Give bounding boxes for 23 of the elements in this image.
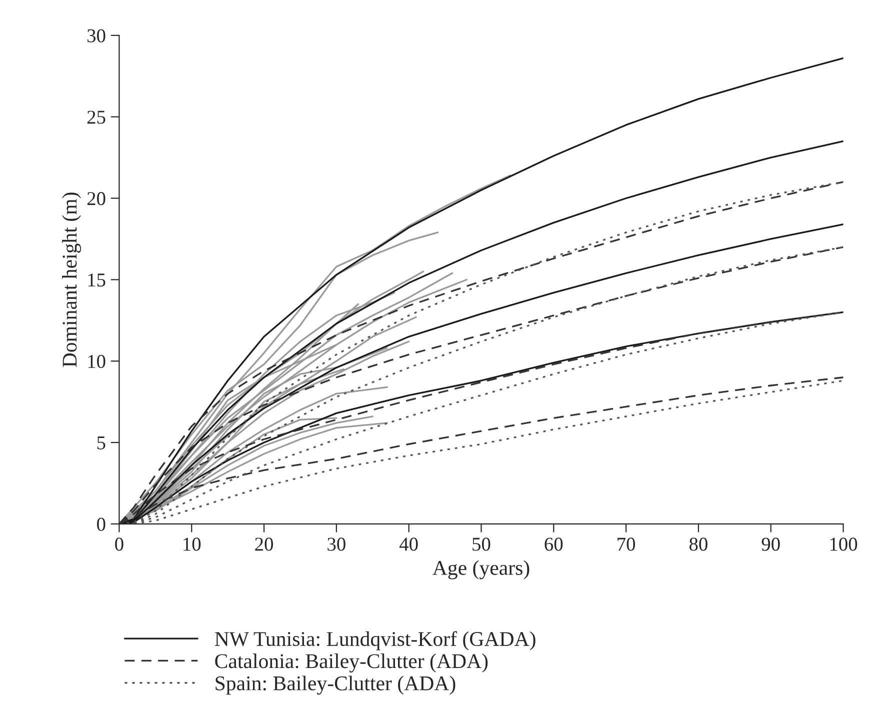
legend-label: Spain: Bailey-Clutter (ADA) [216,676,456,695]
legend-label: Catalonia: Bailey-Clutter (ADA) [215,654,488,672]
x-tick-label: 30 [328,538,346,551]
x-tick-label: 70 [618,538,636,551]
y-tick-label: 15 [88,274,106,287]
y-tick-label: 25 [87,110,106,124]
y-tick-label: 5 [97,436,106,450]
y-tick-label: 30 [87,29,106,42]
x-tick-label: 50 [472,538,490,551]
y-tick-label: 10 [88,354,106,368]
x-tick-label: 40 [399,538,418,551]
x-tick-label: 100 [830,538,858,551]
x-tick-label: 0 [115,538,124,551]
x-tick-label: 90 [762,538,780,551]
x-axis-title: Age (years) [432,560,530,580]
y-tick-label: 20 [87,192,106,206]
y-tick-label: 0 [97,518,106,531]
y-axis-title: Dominant height (m) [62,192,82,368]
x-tick-label: 60 [544,538,563,551]
x-tick-label: 80 [689,538,708,551]
x-tick-label: 20 [255,538,273,551]
legend-label: NW Tunisia: Lundqvist-Korf (GADA) [214,631,536,650]
x-tick-label: 10 [184,538,201,551]
